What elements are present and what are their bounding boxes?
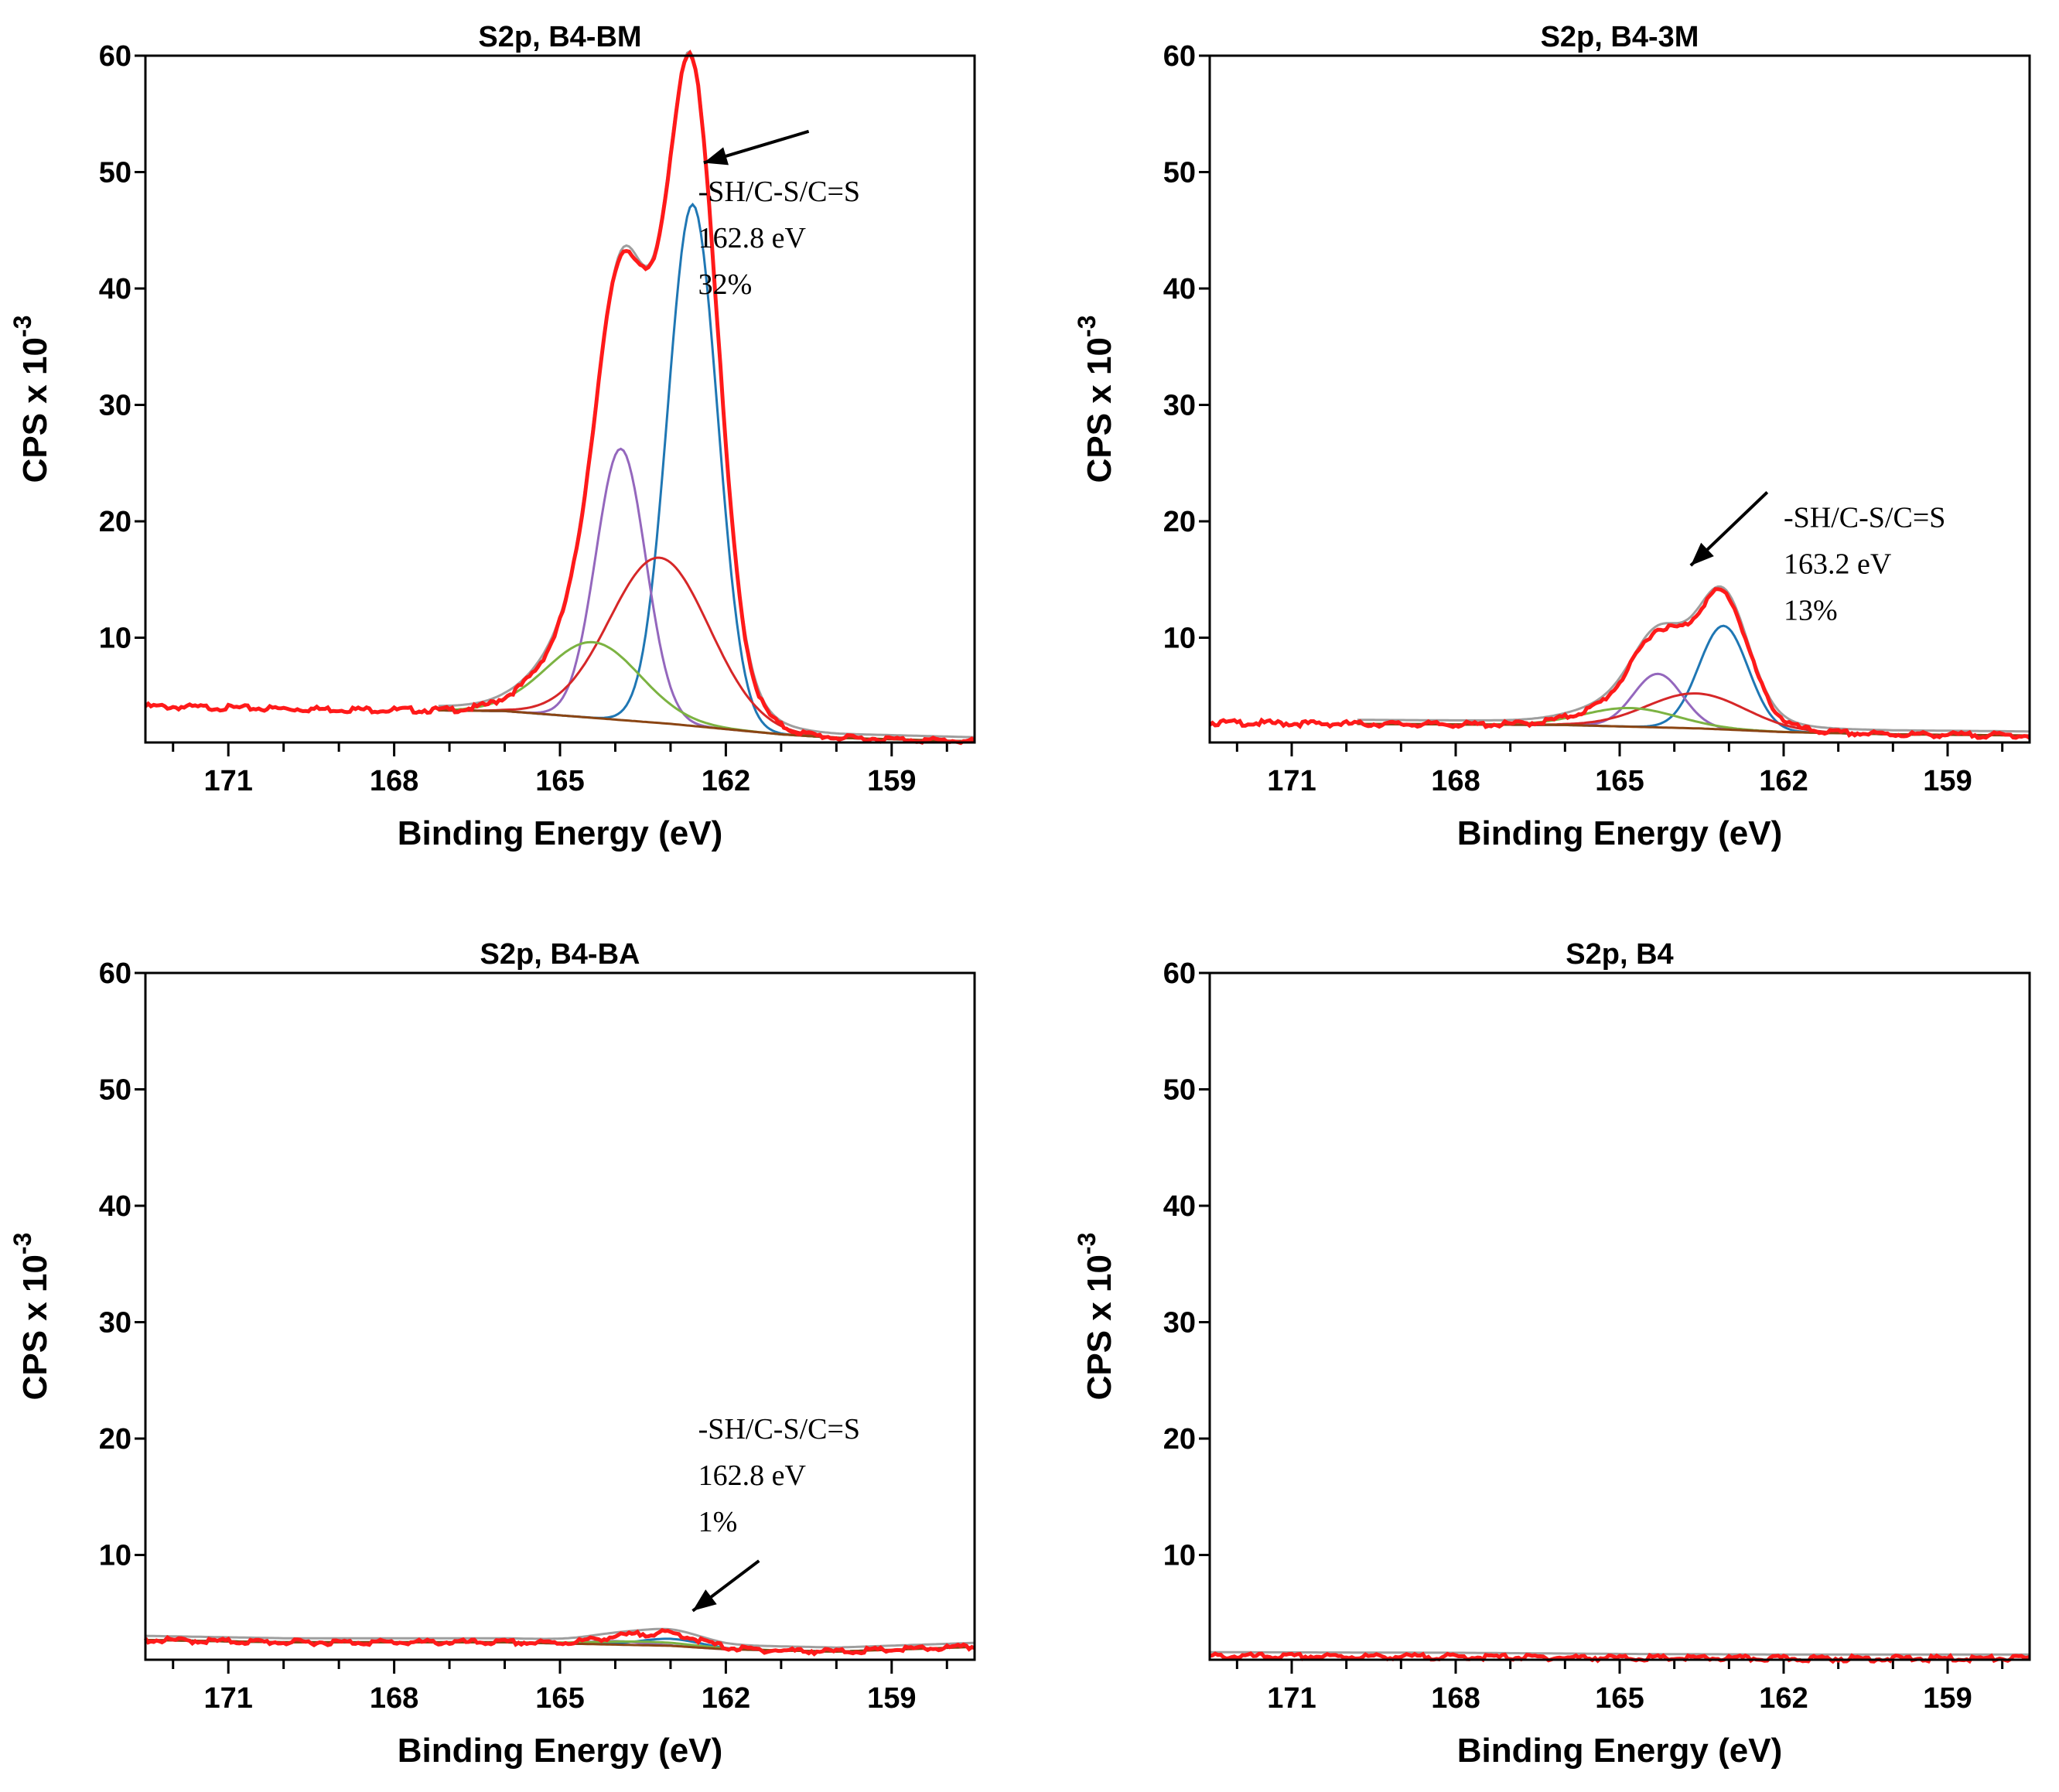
y-axis-label-sup: -3 [9, 316, 36, 337]
y-tick-label-10: 10 [99, 623, 131, 655]
chart-panel-1: S2p, B4-BM CPS x 10-3 Binding Energy (eV) 1… [9, 21, 976, 852]
y-tick-label-50: 50 [99, 1074, 131, 1107]
annotation-line-2: 162.8 eV [698, 222, 807, 254]
raw-data-curve [145, 1627, 975, 1649]
x-tick-label-165: 165 [1595, 765, 1644, 797]
y-tick-label-10: 10 [1163, 1540, 1196, 1572]
y-tick-label-60: 60 [1163, 40, 1196, 73]
annotation-line-1: -SH/C-S/C=S [698, 1413, 860, 1446]
x-tick-label-171: 171 [203, 1682, 252, 1715]
x-axis-label: Binding Energy (eV) [398, 1732, 722, 1770]
x-tick-label-165: 165 [1595, 1682, 1644, 1715]
x-tick-label-159: 159 [1923, 765, 1972, 797]
y-tick-label-60: 60 [99, 957, 131, 990]
y-tick-label-10: 10 [1163, 623, 1196, 655]
y-axis-label-main: CPS x 10 [1081, 337, 1118, 483]
y-axis-label: CPS x 10-3 [9, 316, 54, 483]
y-axis-label-sup: -3 [1073, 316, 1101, 337]
x-tick-label-159: 159 [1923, 1682, 1972, 1715]
x-tick-label-168: 168 [370, 765, 418, 797]
y-tick-label-40: 40 [99, 273, 131, 305]
y-axis-label-main: CPS x 10 [16, 337, 54, 483]
plot-frame [144, 971, 976, 1661]
x-tick-label-171: 171 [1267, 1682, 1316, 1715]
raw-data-curve [1210, 1650, 2030, 1656]
y-tick-label-20: 20 [1163, 1423, 1196, 1456]
y-tick-label-20: 20 [99, 506, 131, 538]
plot-frame [1208, 971, 2031, 1661]
y-tick-label-50: 50 [1163, 1074, 1196, 1107]
chart-title: S2p, B4-BM [478, 21, 641, 53]
x-tick-label-168: 168 [1431, 1682, 1480, 1715]
annotation-line-3: 13% [1784, 595, 1838, 627]
chart-title: S2p, B4-3M [1541, 21, 1699, 53]
x-axis-label: Binding Energy (eV) [1457, 814, 1782, 852]
y-tick-label-10: 10 [99, 1540, 131, 1572]
chart-panel-3: S2p, B4-BA CPS x 10-3 Binding Energy (eV) 1… [9, 938, 976, 1770]
envelope-curve [1208, 587, 2031, 740]
chart-title: S2p, B4 [1566, 938, 1673, 971]
component-curve-4 [438, 640, 865, 740]
annotation-line-2: 163.2 eV [1784, 548, 1892, 581]
x-tick-label-171: 171 [1267, 765, 1316, 797]
annotation-arrow-head [703, 147, 729, 166]
x-tick-label-168: 168 [1431, 765, 1480, 797]
annotation-line-1: -SH/C-S/C=S [698, 176, 860, 208]
x-axis-label: Binding Energy (eV) [1457, 1732, 1782, 1770]
x-tick-label-159: 159 [867, 765, 916, 797]
chart-panel-4: S2p, B4 CPS x 10-3 Binding Energy (eV) 10 20… [1073, 938, 2031, 1770]
plot-frame [1208, 54, 2031, 744]
y-tick-label-40: 40 [1163, 1190, 1196, 1223]
chart-panel-2: S2p, B4-3M CPS x 10-3 Binding Energy (eV) 1… [1073, 21, 2031, 852]
chart-title: S2p, B4-BA [480, 938, 640, 971]
x-tick-label-162: 162 [702, 1682, 750, 1715]
y-tick-label-60: 60 [99, 40, 131, 73]
y-axis-label-sup: -3 [9, 1233, 36, 1254]
annotation-line-2: 162.8 eV [698, 1459, 807, 1492]
y-tick-label-30: 30 [99, 1307, 131, 1340]
y-axis-label-main: CPS x 10 [16, 1254, 54, 1400]
x-tick-label-165: 165 [535, 765, 584, 797]
x-tick-label-162: 162 [1759, 765, 1808, 797]
raw-data-curve [1357, 585, 2030, 733]
annotation-arrow-head [692, 1589, 717, 1611]
y-tick-label-50: 50 [1163, 157, 1196, 189]
annotation-line-3: 32% [698, 268, 753, 301]
y-tick-label-30: 30 [99, 390, 131, 422]
annotation-line-1: -SH/C-S/C=S [1784, 502, 1945, 534]
envelope-curve [1209, 1651, 2030, 1664]
component-curve-1 [438, 203, 865, 740]
x-tick-label-159: 159 [867, 1682, 916, 1715]
envelope-curve [143, 1628, 975, 1657]
y-axis-label-main: CPS x 10 [1081, 1254, 1118, 1400]
y-tick-label-30: 30 [1163, 1307, 1196, 1340]
y-tick-label-30: 30 [1163, 390, 1196, 422]
x-axis-label: Binding Energy (eV) [398, 814, 722, 852]
y-tick-label-20: 20 [1163, 506, 1196, 538]
component-curve-1 [1357, 624, 1921, 736]
x-tick-label-165: 165 [535, 1682, 584, 1715]
annotation-arrow-head [1690, 542, 1714, 566]
y-axis-label-sup: -3 [1073, 1233, 1101, 1254]
envelope-curve [144, 49, 976, 746]
x-tick-label-171: 171 [203, 765, 252, 797]
y-tick-label-20: 20 [99, 1423, 131, 1456]
y-tick-label-60: 60 [1163, 957, 1196, 990]
x-tick-label-162: 162 [1759, 1682, 1808, 1715]
y-tick-label-50: 50 [99, 157, 131, 189]
y-axis-label: CPS x 10-3 [1073, 316, 1118, 483]
y-tick-label-40: 40 [1163, 273, 1196, 305]
y-axis-label: CPS x 10-3 [1073, 1233, 1118, 1401]
annotation-line-3: 1% [698, 1506, 738, 1538]
x-tick-label-162: 162 [702, 765, 750, 797]
y-tick-label-40: 40 [99, 1190, 131, 1223]
x-tick-label-168: 168 [370, 1682, 418, 1715]
plot-frame [144, 54, 976, 744]
y-axis-label: CPS x 10-3 [9, 1233, 54, 1401]
